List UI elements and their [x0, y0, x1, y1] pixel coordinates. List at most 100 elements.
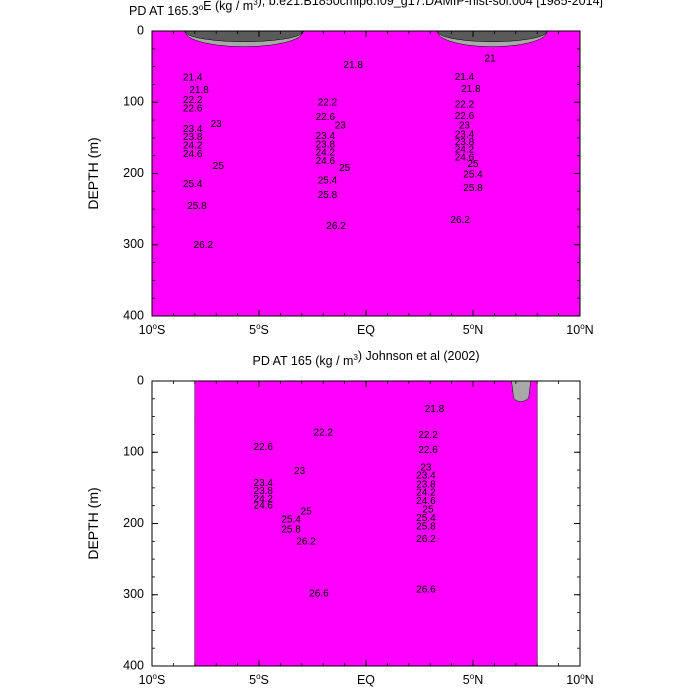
contour-label: 23.4 [416, 470, 436, 481]
contour-labels: 21.821.421.822.222.62323.423.824.224.625… [183, 53, 496, 251]
contour-label: 21.8 [461, 84, 481, 95]
contour-label: 25.8 [463, 183, 483, 194]
y-tick-label: 400 [123, 658, 144, 672]
contour-label: 25 [301, 507, 313, 518]
y-tick-label: 300 [123, 587, 144, 601]
contour-label: 23 [459, 120, 471, 131]
outcrop-fill [183, 31, 305, 42]
contour-label: 23.4 [316, 131, 336, 142]
contour-label: 24.2 [254, 494, 274, 505]
contour-label: 23.8 [183, 132, 203, 143]
contour-label: 25.4 [416, 513, 436, 524]
y-tick-label: 0 [137, 373, 144, 387]
contour-label: 24.6 [416, 496, 436, 507]
panel-model: 21.821.421.822.222.62323.423.824.224.625… [85, 0, 603, 337]
contour-label: 22.6 [455, 111, 475, 122]
x-tick-label: 5oN [463, 672, 483, 687]
x-tick-label: 10oN [566, 672, 593, 687]
contour-label: 25.4 [318, 175, 338, 186]
contour-label: 23 [211, 119, 223, 130]
contour-label: 25 [339, 163, 351, 174]
contour-label: 23.4 [455, 130, 475, 141]
y-tick-label: 200 [123, 166, 144, 180]
contour-label: 24.2 [316, 147, 336, 158]
outcrop-fill [511, 381, 532, 402]
chart-title: PD AT 165.3oE (kg / m3), b.e21.B1850cmip… [129, 0, 603, 18]
chart-title: PD AT 165 (kg / m3) Johnson et al (2002) [252, 349, 479, 368]
contour-label: 24.6 [455, 152, 475, 163]
contour-label: 21.8 [425, 404, 445, 415]
y-tick-label: 200 [123, 516, 144, 530]
contour-label: 26.2 [296, 537, 316, 548]
x-tick-label: 10oS [139, 672, 166, 687]
contour-label: 26.6 [309, 589, 329, 600]
contour-label: 26.2 [194, 240, 214, 251]
x-tick-label: 10oS [139, 322, 166, 337]
contour-label: 25 [422, 505, 434, 516]
contour-label: 22.2 [313, 428, 333, 439]
x-tick-label: 5oN [463, 322, 483, 337]
contour-band [152, 31, 580, 316]
contour-label: 25.4 [281, 515, 301, 526]
contour-label: 22.6 [254, 442, 274, 453]
contour-label: 22.6 [418, 445, 438, 456]
y-tick-label: 400 [123, 308, 144, 322]
x-tick-label: 5oS [249, 672, 269, 687]
y-axis-label: DEPTH (m) [85, 487, 101, 559]
contour-fills [152, 31, 580, 316]
contour-label: 22.2 [418, 430, 438, 441]
x-tick-label: EQ [357, 673, 375, 687]
contour-label: 21.8 [189, 85, 209, 96]
contour-labels: 21.822.2 22.222.6 22.623 2323.423.423.823.8… [254, 404, 445, 600]
contour-label: 23 [335, 120, 347, 131]
contour-label: 21.4 [183, 73, 203, 84]
panel-johnson: 21.822.2 22.222.6 22.623 2323.423.423.823.8… [85, 349, 594, 687]
contour-label: 25.8 [281, 525, 301, 536]
x-tick-label: EQ [357, 323, 375, 337]
y-tick-label: 100 [123, 95, 144, 109]
contour-label: 24.2 [455, 145, 475, 156]
contour-label: 23 [294, 466, 306, 477]
contour-label: 23.8 [416, 480, 436, 491]
contour-label: 21.8 [343, 60, 363, 71]
y-axis-label: DEPTH (m) [85, 137, 101, 209]
contour-label: 23.4 [183, 124, 203, 135]
contour-label: 23.8 [455, 137, 475, 148]
contour-label: 22.2 [455, 100, 475, 111]
y-tick-label: 300 [123, 237, 144, 251]
contour-label: 25.4 [183, 179, 203, 190]
x-tick-label: 5oS [249, 322, 269, 337]
contour-label: 25 [467, 159, 479, 170]
outcrop-fill [436, 31, 549, 42]
contour-label: 24.2 [416, 488, 436, 499]
contour-label: 22.2 [318, 98, 338, 109]
contour-label: 21.4 [455, 72, 475, 83]
contour-label: 23.8 [254, 486, 274, 497]
contour-label: 25.8 [318, 190, 338, 201]
contour-label: 25.8 [187, 201, 207, 212]
contour-label: 26.2 [326, 221, 346, 232]
contour-label: 25 [213, 161, 225, 172]
contour-label: 22.6 [316, 112, 336, 123]
contour-label: 24.6 [254, 500, 274, 511]
contour-label: 25.8 [416, 522, 436, 533]
contour-label: 23 [420, 463, 432, 474]
contour-label: 24.2 [183, 140, 203, 151]
contour-label: 24.6 [316, 156, 336, 167]
contour-label: 26.6 [416, 584, 436, 595]
contour-label: 22.2 [183, 95, 203, 106]
contour-label: 25.4 [463, 170, 483, 181]
x-tick-label: 10oN [566, 322, 593, 337]
contour-label: 24.6 [183, 149, 203, 160]
contour-label: 22.6 [183, 103, 203, 114]
contour-label: 21 [485, 53, 497, 64]
contour-label: 26.2 [416, 534, 436, 545]
contour-band [194, 381, 538, 666]
contour-label: 26.2 [450, 215, 470, 226]
contour-label: 23.8 [316, 140, 336, 151]
y-tick-label: 0 [137, 23, 144, 37]
contour-label: 23.4 [254, 478, 274, 489]
contour-fills [194, 381, 538, 666]
y-tick-label: 100 [123, 445, 144, 459]
